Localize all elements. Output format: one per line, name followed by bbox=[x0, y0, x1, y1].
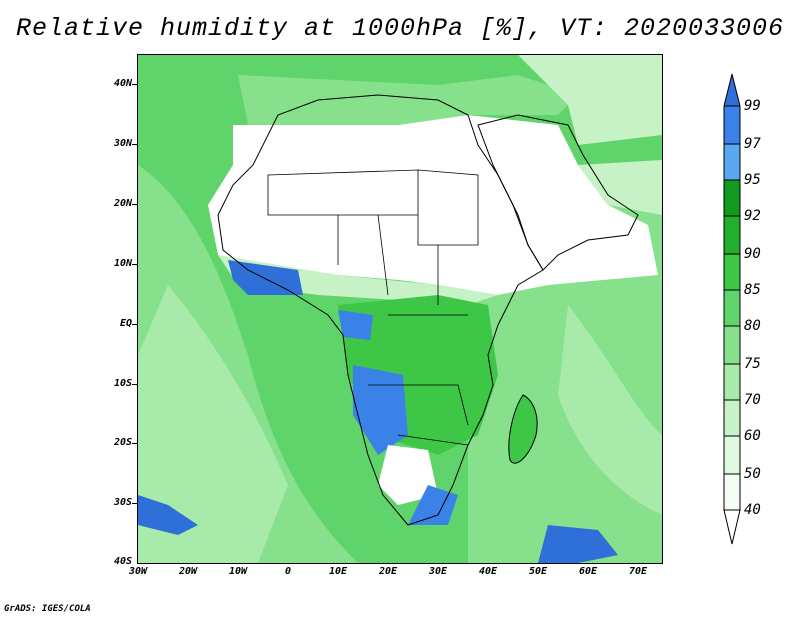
cameroon-saturated bbox=[338, 310, 373, 340]
middle-east-region bbox=[518, 55, 662, 145]
lon-label-70e: 70E bbox=[628, 566, 648, 577]
lat-tick bbox=[132, 503, 137, 504]
chart-title: Relative humidity at 1000hPa [%], VT: 20… bbox=[15, 14, 785, 43]
country-borders bbox=[267, 169, 479, 446]
lon-label-20w: 20W bbox=[178, 566, 198, 577]
colorbar-segment-40-50 bbox=[723, 473, 741, 511]
lat-tick bbox=[132, 84, 137, 85]
lat-tick bbox=[132, 204, 137, 205]
angola-saturated bbox=[353, 365, 408, 455]
colorbar-label-70: 70 bbox=[744, 392, 761, 408]
lat-tick bbox=[132, 264, 137, 265]
lat-label-10s: 10S bbox=[113, 378, 132, 389]
colorbar bbox=[723, 73, 741, 545]
lat-tick bbox=[132, 144, 137, 145]
indian-ocean-dry-zone bbox=[558, 305, 662, 515]
south-africa-coast-saturated bbox=[408, 485, 458, 525]
lat-label-30n: 30N bbox=[113, 138, 132, 149]
colorbar-label-99: 99 bbox=[744, 98, 761, 114]
map-svg bbox=[138, 55, 662, 563]
madagascar bbox=[508, 394, 538, 464]
africa-coastline bbox=[217, 94, 544, 526]
lat-label-20s: 20S bbox=[113, 437, 132, 448]
colorbar-label-75: 75 bbox=[744, 356, 761, 372]
colorbar-label-95: 95 bbox=[744, 172, 761, 188]
colorbar-segment-92-95 bbox=[723, 179, 741, 217]
lon-label-0: 0 bbox=[284, 566, 292, 577]
lat-label-10n: 10N bbox=[113, 258, 132, 269]
colorbar-label-40: 40 bbox=[744, 502, 761, 518]
lon-label-30e: 30E bbox=[428, 566, 448, 577]
credit-text: GrADS: IGES/COLA bbox=[4, 604, 91, 614]
colorbar-label-50: 50 bbox=[744, 466, 761, 482]
colorbar-label-92: 92 bbox=[744, 208, 761, 224]
colorbar-label-90: 90 bbox=[744, 246, 761, 262]
colorbar-segment-80-85 bbox=[723, 289, 741, 327]
colorbar-segment-90-92 bbox=[723, 215, 741, 255]
lon-label-30w: 30W bbox=[128, 566, 148, 577]
colorbar-segment-85-90 bbox=[723, 253, 741, 291]
lon-label-10e: 10E bbox=[328, 566, 348, 577]
sahara-dry-region bbox=[208, 115, 658, 295]
colorbar-label-97: 97 bbox=[744, 136, 761, 152]
colorbar-segment-75-80 bbox=[723, 325, 741, 365]
colorbar-label-85: 85 bbox=[744, 282, 761, 298]
arabia-coastline bbox=[477, 114, 639, 271]
lon-label-10w: 10W bbox=[228, 566, 248, 577]
colorbar-bottom-arrow bbox=[723, 509, 741, 545]
lon-label-20e: 20E bbox=[378, 566, 398, 577]
humidity-map bbox=[137, 54, 663, 564]
lat-tick bbox=[132, 384, 137, 385]
lon-label-50e: 50E bbox=[528, 566, 548, 577]
colorbar-segment-70-75 bbox=[723, 363, 741, 401]
colorbar-label-80: 80 bbox=[744, 318, 761, 334]
lat-label-40n: 40N bbox=[113, 78, 132, 89]
south-indian-saturated bbox=[538, 525, 618, 563]
colorbar-label-60: 60 bbox=[744, 428, 761, 444]
colorbar-segment-95-97 bbox=[723, 143, 741, 181]
lat-label-40s: 40S bbox=[113, 556, 132, 567]
lat-tick bbox=[132, 324, 137, 325]
lat-tick bbox=[132, 443, 137, 444]
lat-label-eq: EQ bbox=[119, 318, 132, 329]
colorbar-segment-97-99 bbox=[723, 105, 741, 145]
arabian-sea-margin bbox=[578, 160, 662, 215]
lon-label-40e: 40E bbox=[478, 566, 498, 577]
sahel-band bbox=[218, 255, 498, 305]
lat-label-20n: 20N bbox=[113, 198, 132, 209]
lon-label-60e: 60E bbox=[578, 566, 598, 577]
south-atlantic-saturated bbox=[138, 495, 198, 535]
atlantic-dry-zone bbox=[138, 285, 288, 563]
kalahari-dry-region bbox=[378, 445, 438, 505]
colorbar-segment-60-70 bbox=[723, 399, 741, 437]
colorbar-segment-50-60 bbox=[723, 435, 741, 475]
lat-label-30s: 30S bbox=[113, 497, 132, 508]
colorbar-top-arrow bbox=[723, 73, 741, 107]
mediterranean-band bbox=[238, 75, 578, 125]
